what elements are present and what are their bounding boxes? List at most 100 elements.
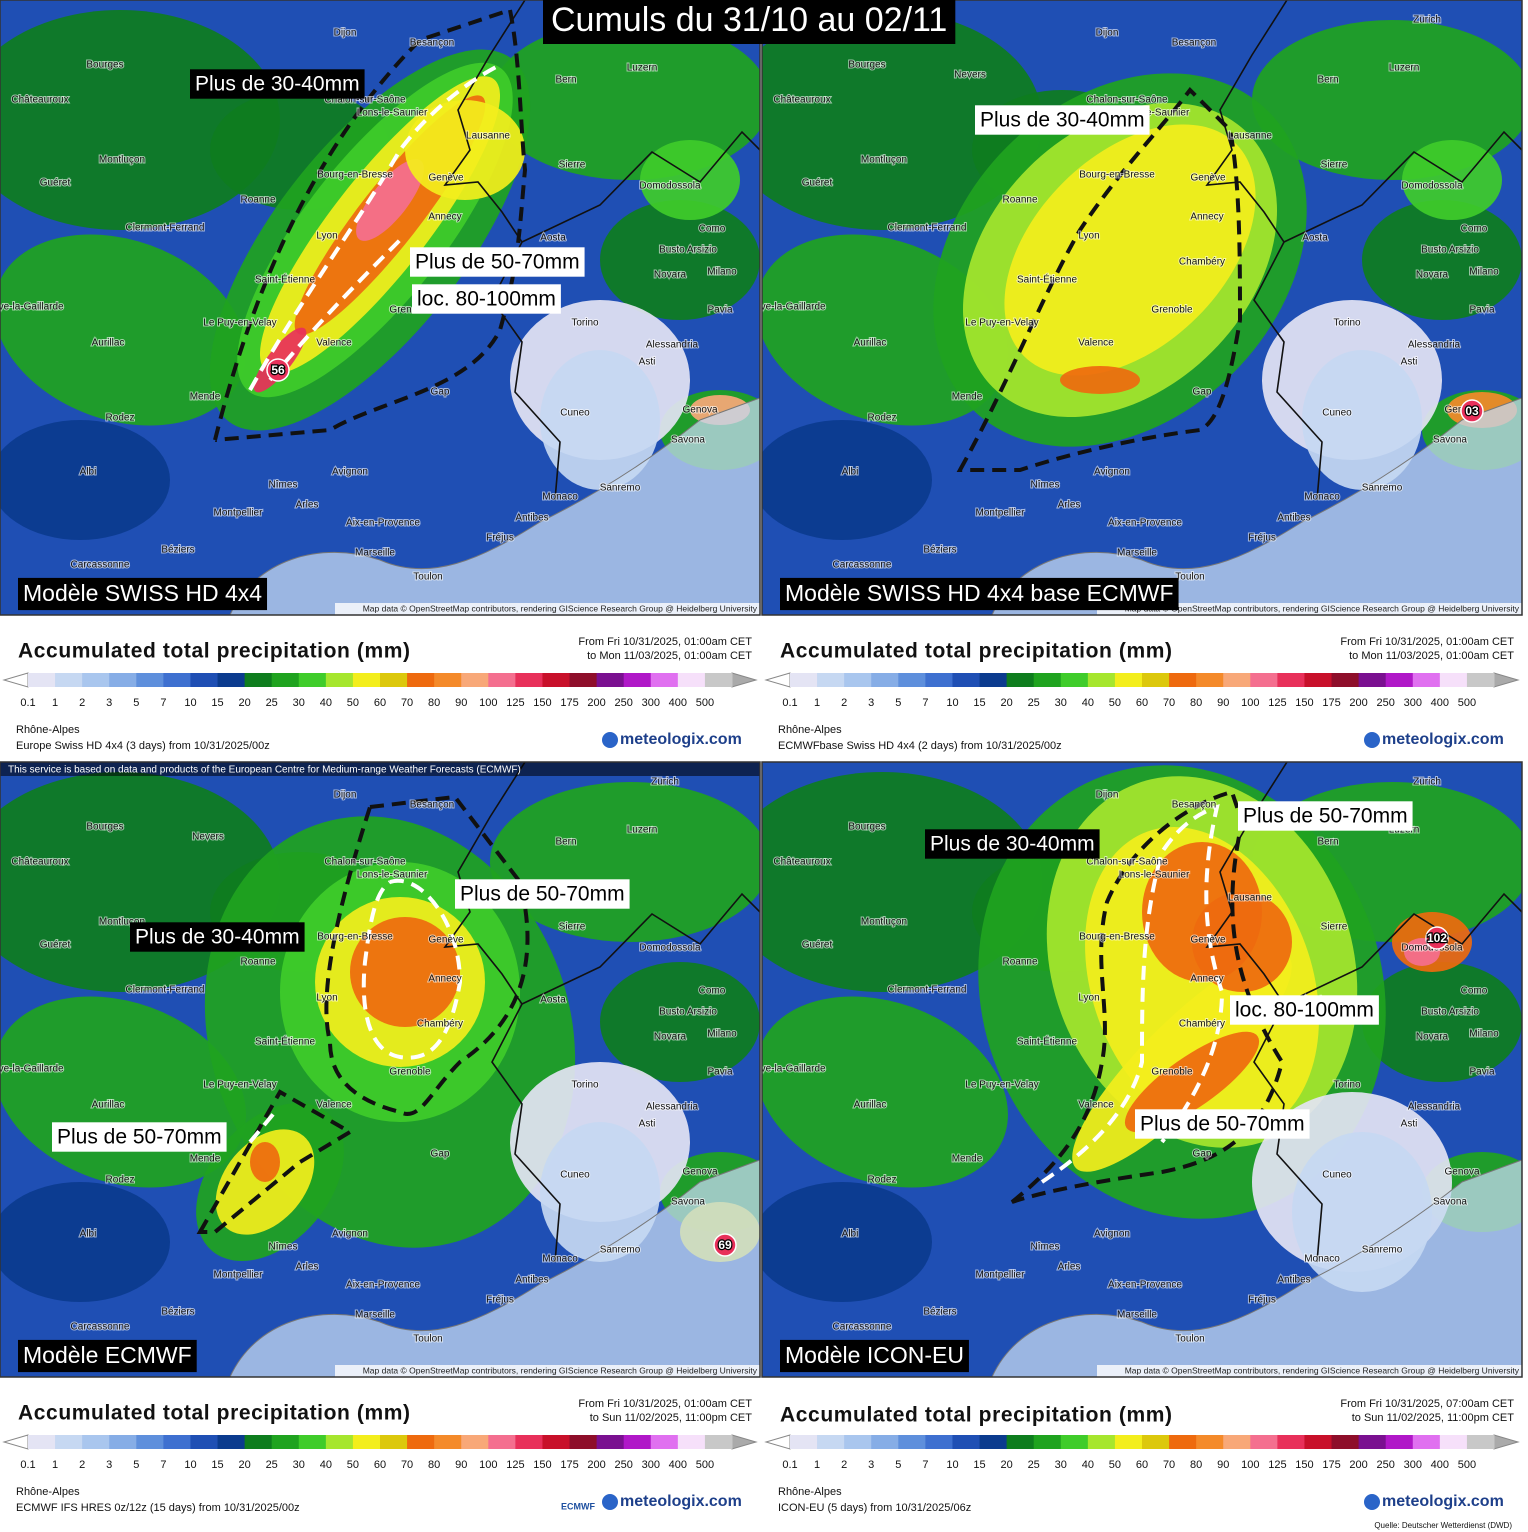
brand: meteologix.com: [620, 731, 742, 748]
precip-area: [350, 917, 460, 1027]
scale-label: 70: [401, 1459, 413, 1471]
city-label: Arles: [1058, 1262, 1081, 1273]
city-label: Alessandria: [1408, 1102, 1461, 1113]
precip-area: [1124, 1031, 1260, 1133]
city-label: Monaco: [542, 492, 578, 503]
city-label: Fréjus: [1248, 533, 1276, 544]
city-label: Montpellier: [976, 1270, 1026, 1281]
scale-label: 50: [1109, 1459, 1121, 1471]
scale-cell: [623, 673, 652, 687]
city-label: Nevers: [954, 70, 986, 81]
border: [443, 762, 760, 1263]
city-label: Béziers: [923, 545, 956, 556]
city-label: Grenoble: [389, 1067, 431, 1078]
map-frame: [761, 761, 1523, 1378]
scale-label: 90: [1217, 697, 1229, 709]
precip-area: [405, 100, 525, 200]
city-label: Le Puy-en-Velay: [965, 1080, 1038, 1091]
brand-icon: [602, 732, 618, 748]
city-label: Rodez: [106, 1175, 135, 1186]
annotation-bg: [190, 69, 365, 99]
map: Dijon Besançon Bourges Nevers Bern Zürich Luze…: [0, 762, 760, 1377]
model-label: Modèle ICON-EU: [785, 1342, 964, 1368]
precip-area: [356, 159, 424, 241]
scale-label: 300: [642, 1459, 660, 1471]
scale-label: 7: [160, 1459, 166, 1471]
precip-area: [540, 1122, 660, 1262]
scale-label: 250: [615, 697, 633, 709]
legend-title: Accumulated total precipitation (mm): [780, 1404, 1173, 1427]
attribution-bg: [335, 1365, 760, 1377]
scale-cell: [28, 1435, 56, 1449]
scale-label: 2: [841, 1459, 847, 1471]
scale-cell: [352, 673, 381, 687]
precip-area: [1362, 200, 1522, 320]
city-label: Mende: [190, 392, 221, 403]
scale-arrow: [2, 1434, 29, 1450]
city-label: Asti: [639, 357, 656, 368]
scale-label: 60: [1136, 1459, 1148, 1471]
scale-label: 175: [560, 697, 578, 709]
scale-cell: [407, 1435, 435, 1449]
attribution: Map data © OpenStreetMap contributors, r…: [1125, 1365, 1520, 1375]
scale-cell: [407, 673, 435, 687]
outline-zone: [196, 1089, 354, 1234]
scale-label: 400: [1431, 697, 1449, 709]
scale-label: 1: [814, 1459, 820, 1471]
scale-cell: [596, 673, 625, 687]
city-label: Marseille: [1117, 1310, 1157, 1321]
city-label: Chambéry: [417, 1019, 463, 1030]
city-label: Rodez: [106, 413, 135, 424]
scale-cell: [542, 673, 571, 687]
precip-area: [762, 420, 932, 540]
annotation-bg: [455, 879, 630, 909]
scale-label: 60: [374, 697, 386, 709]
period: From Fri 10/31/2025, 07:00am CET: [1340, 1398, 1514, 1410]
sea: [992, 1160, 1522, 1377]
scale-cell: [650, 673, 679, 687]
scale-label: 3: [868, 1459, 874, 1471]
city-label: Alessandria: [646, 1102, 699, 1113]
annotation: Plus de 30-40mm: [980, 109, 1145, 132]
scale-cell: [1196, 1435, 1224, 1449]
annotation: loc. 80-100mm: [1235, 999, 1374, 1022]
precip-area: [1060, 366, 1140, 394]
scale-label: 7: [922, 1459, 928, 1471]
peak-label: 69: [718, 1238, 732, 1252]
coastline: [991, 1159, 1522, 1377]
city-label: Avignon: [1094, 467, 1130, 478]
city-label: Saint-Étienne: [255, 1035, 315, 1048]
city-label: Brive-la-Gaillarde: [0, 1064, 64, 1075]
city-label: Albi: [80, 1229, 97, 1240]
scale-label: 3: [868, 697, 874, 709]
scale-label: 10: [184, 697, 196, 709]
scale-cell: [271, 673, 300, 687]
brand-icon: [1364, 732, 1380, 748]
legend-title: Accumulated total precipitation (mm): [18, 1402, 411, 1425]
run-info: Europe Swiss HD 4x4 (3 days) from 10/31/…: [16, 740, 270, 752]
scale-cell: [515, 1435, 543, 1449]
peak-marker: [1425, 926, 1449, 950]
city-label: Brive-la-Gaillarde: [748, 302, 826, 313]
city-label: Rodez: [868, 1175, 897, 1186]
city-label: Novara: [1416, 1032, 1449, 1043]
city-label: Annecy: [428, 974, 461, 985]
city-label: Nîmes: [1031, 1242, 1060, 1253]
city-label: Besançon: [1172, 38, 1216, 49]
model-label: Modèle SWISS HD 4x4 base ECMWF: [785, 580, 1174, 606]
scale-label: 25: [1028, 1459, 1040, 1471]
scale-cell: [596, 1435, 625, 1449]
scale-label: 15: [211, 1459, 223, 1471]
annotation: Plus de 30-40mm: [195, 73, 360, 96]
scale-cell: [1439, 673, 1468, 687]
city-label: Aurillac: [92, 1100, 125, 1111]
city-label: Torino: [1333, 1080, 1361, 1091]
annotation: Plus de 30-40mm: [135, 926, 300, 949]
city-label: Montluçon: [861, 917, 907, 928]
period: to Sun 11/02/2025, 11:00pm CET: [1352, 1412, 1515, 1424]
scale-arrow: [764, 1434, 791, 1450]
annotation-bg: [975, 105, 1150, 135]
city-label: Asti: [1401, 357, 1418, 368]
city-label: Sierre: [1321, 922, 1348, 933]
scale-cell: [1033, 673, 1062, 687]
